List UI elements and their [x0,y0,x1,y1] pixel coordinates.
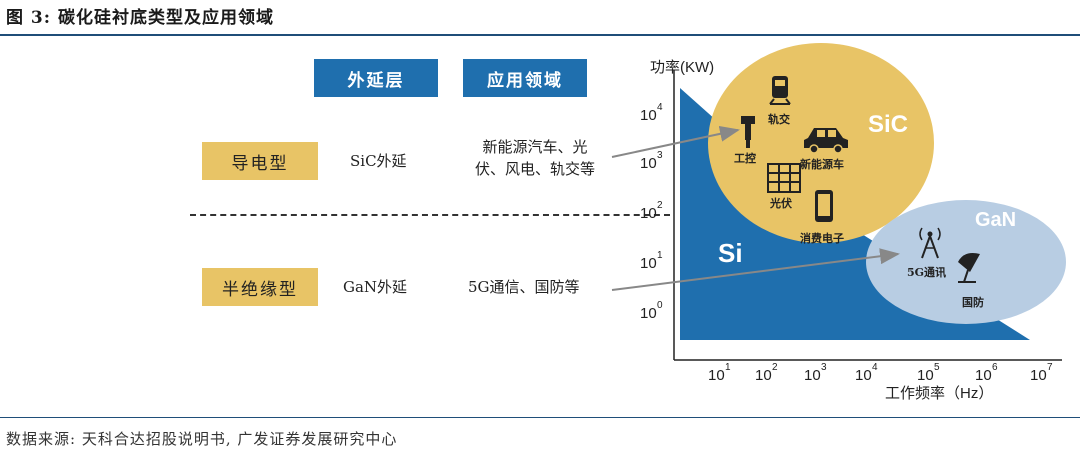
svg-text:0: 0 [657,300,663,311]
x-axis-label: 工作频率（Hz） [885,385,993,402]
app-conductive-line2: 伏、风电、轨交等 [474,160,595,178]
svg-text:2: 2 [657,200,663,211]
solar-panel-icon [767,163,801,193]
svg-text:7: 7 [1047,362,1053,373]
svg-text:10: 10 [804,367,821,384]
gan-label: GaN [975,209,1016,231]
svg-text:10: 10 [917,367,934,384]
app-semi-insulating: 5G通信、国防等 [468,278,580,296]
footer-rule [0,417,1080,418]
y-tick-4: 10 4 [640,102,663,124]
x-tick-7: 10 7 [1030,362,1053,384]
x-tick-6: 10 6 [975,362,998,384]
x-tick-4: 10 4 [855,362,878,384]
svg-text:4: 4 [872,362,878,373]
svg-text:2: 2 [772,362,778,373]
sic-label: SiC [868,111,908,138]
gan-app-5g: 5G通讯 [907,266,946,279]
svg-text:10: 10 [640,255,657,272]
sic-app-consumer: 消费电子 [800,231,844,245]
radar-icon [958,253,980,283]
source-note: 数据来源: 天科合达招股说明书, 广发证券发展研究中心 [6,430,398,448]
svg-text:3: 3 [657,150,663,161]
svg-text:10: 10 [640,305,657,322]
header-application: 应用领域 [463,59,587,97]
sic-app-rail: 轨交 [768,112,790,126]
app-conductive: 新能源汽车、光 伏、风电、轨交等 [460,136,610,180]
epi-gan: GaN外延 [343,278,408,296]
y-tick-1: 10 1 [640,250,663,272]
si-region [680,88,1030,340]
row-divider [190,214,670,216]
train-icon [769,76,791,105]
row-label-conductive: 导电型 [202,142,318,180]
title-rule [0,34,1080,36]
x-tick-3: 10 3 [804,362,827,384]
svg-text:10: 10 [755,367,772,384]
arrow-conductive [611,125,740,158]
si-label: Si [718,238,743,268]
svg-text:6: 6 [992,362,998,373]
industrial-control-icon [741,116,755,148]
svg-text:4: 4 [657,102,663,113]
svg-text:1: 1 [657,250,663,261]
sic-app-industrial: 工控 [734,151,756,165]
svg-text:10: 10 [640,155,657,172]
header-epitaxy: 外延层 [314,59,438,97]
svg-text:10: 10 [708,367,725,384]
epi-sic: SiC外延 [350,152,407,170]
y-tick-2: 10 2 [640,200,663,222]
svg-text:1: 1 [725,362,731,373]
gan-app-defense: 国防 [962,295,984,309]
x-tick-5: 10 5 [917,362,940,384]
arrow-semi-insulating [611,248,900,291]
y-tick-0: 10 0 [640,300,663,322]
sic-app-pv: 光伏 [769,196,792,210]
svg-text:10: 10 [640,107,657,124]
svg-text:5: 5 [934,362,940,373]
antenna-icon [919,227,941,259]
row-label-semi-insulating: 半绝缘型 [202,268,318,306]
svg-text:3: 3 [821,362,827,373]
app-conductive-line1: 新能源汽车、光 [482,138,588,156]
svg-text:10: 10 [855,367,872,384]
x-tick-2: 10 2 [755,362,778,384]
svg-text:10: 10 [975,367,992,384]
x-tick-1: 10 1 [708,362,731,384]
sic-app-nev: 新能源车 [800,157,844,171]
car-icon [804,128,848,154]
figure-title: 图 3: 碳化硅衬底类型及应用领域 [6,8,274,28]
phone-icon [815,190,833,222]
svg-text:10: 10 [640,205,657,222]
y-axis-label: 功率(KW) [650,59,714,76]
svg-text:10: 10 [1030,367,1047,384]
y-tick-3: 10 3 [640,150,663,172]
